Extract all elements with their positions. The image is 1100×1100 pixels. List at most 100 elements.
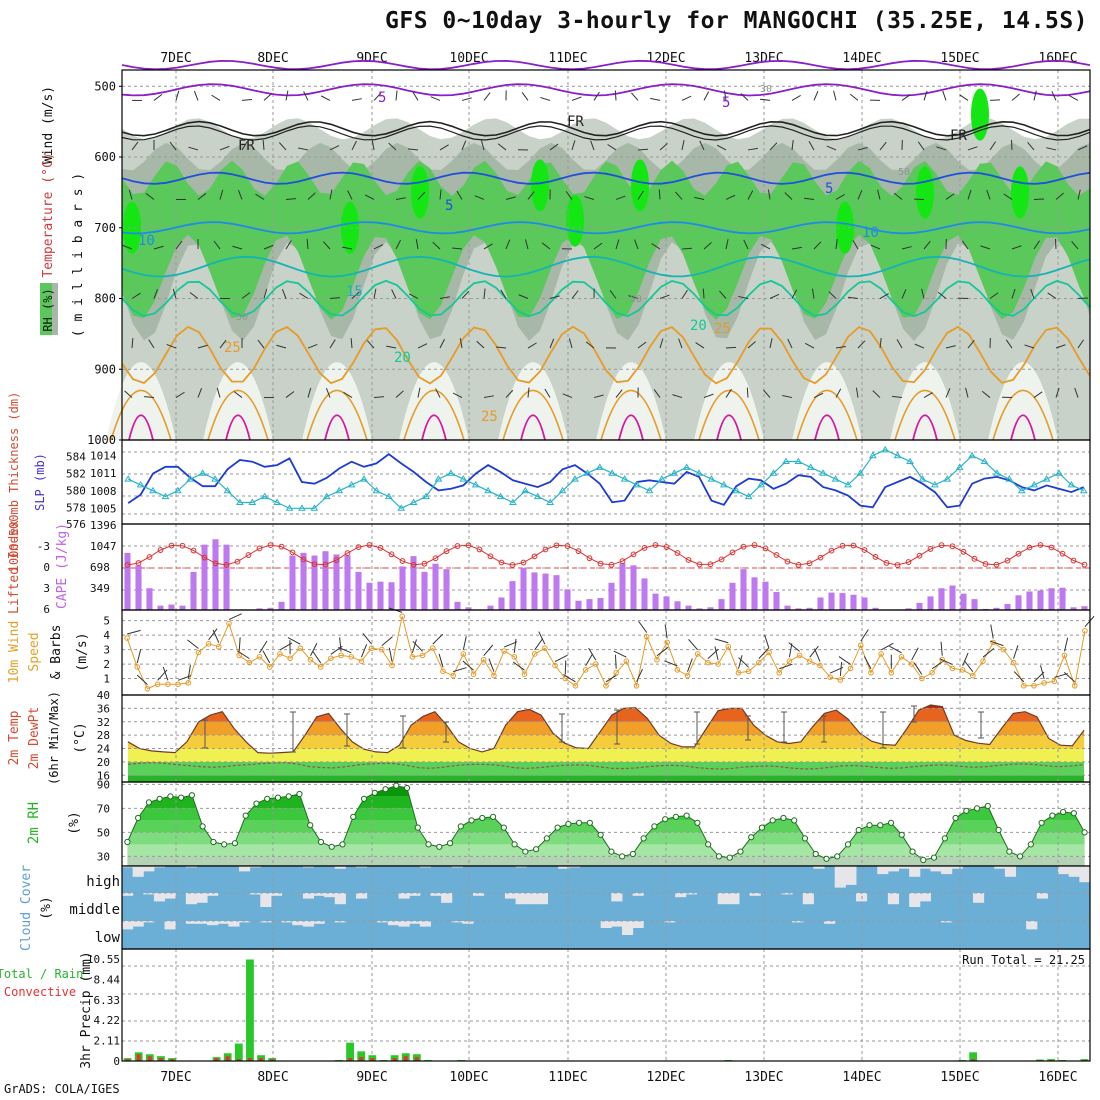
isotherm-30c-dome (421, 414, 447, 441)
wind-barb (651, 243, 661, 250)
wind-barb-10m (688, 639, 699, 651)
wind-barb-10m (605, 673, 619, 683)
wind-barb-10m (388, 647, 393, 662)
li-marker (608, 561, 615, 568)
cloud-clear-cell (1036, 893, 1048, 899)
wind-speed-marker (379, 646, 385, 653)
wind-barb (153, 245, 164, 250)
cape-bar (949, 585, 956, 610)
slp-ytick: 1014 (90, 450, 117, 463)
wind-barb (131, 292, 141, 299)
cape-axis-label: CAPE (J/kg) (55, 523, 70, 609)
wind-barb-10m (889, 645, 902, 654)
isotherm-30c-dome (814, 414, 840, 441)
wind-barb (325, 388, 331, 398)
wind-speed-marker (970, 672, 976, 679)
wind-speed-marker (806, 658, 813, 664)
slp-marker (223, 486, 232, 494)
wind-speed-marker (1051, 678, 1058, 685)
cape-bar (674, 601, 681, 610)
precip-convective-bar (158, 1058, 163, 1061)
isotherm-25c-dome (403, 389, 465, 441)
precip-legend-full: Total / Rain Convective (0, 0, 14, 1)
wind-barb-10m (512, 661, 525, 671)
wind-barb-10m (228, 613, 242, 621)
wind-barb (1055, 192, 1064, 200)
wind-barb-10m (381, 636, 393, 646)
cloud-clear-cell (877, 866, 889, 875)
wind-barb (281, 288, 287, 299)
wind-barb (122, 244, 133, 250)
wind-barb-10m (212, 629, 220, 643)
cape-bar (454, 601, 461, 610)
isotherm-5c (121, 171, 1091, 185)
thickness-ytick: 582 (66, 468, 86, 481)
wind-barb (544, 388, 551, 398)
wind-barb (892, 395, 903, 399)
wind-barb (637, 341, 647, 349)
wind-barb-10m (863, 656, 872, 669)
rh-marker (188, 792, 196, 799)
precip-convective-bar (370, 1058, 375, 1061)
isotherm-label: 15 (346, 284, 363, 300)
slp-marker (372, 486, 381, 494)
rh-marker (823, 855, 830, 862)
cape-ytick: 1047 (90, 540, 117, 553)
isotherm-freezing-1 (121, 120, 1091, 137)
wind-barb (1010, 139, 1013, 150)
slp-marker (682, 463, 691, 470)
rh-marker (167, 793, 174, 800)
isotherm-30c-dome (1010, 414, 1036, 441)
wind-barb (452, 392, 463, 398)
wind-speed-marker (542, 645, 548, 651)
wind-barb-10m (312, 651, 322, 664)
wind-barb (813, 91, 819, 101)
rh-shade-green (122, 160, 1090, 320)
wind-barb (787, 338, 793, 349)
wind-barb-10m (208, 628, 218, 641)
cloud-clear-cell (930, 866, 942, 872)
wind-barb (505, 239, 511, 250)
cape-bar (850, 594, 857, 610)
li-marker (520, 559, 527, 566)
wind-barb (607, 144, 617, 151)
cape-bar (146, 588, 153, 610)
isotherm-25c-dome (502, 389, 564, 441)
cloud-clear-cell (600, 921, 612, 928)
precip-convective-bar (414, 1057, 419, 1061)
date-label-top: 8DEC (257, 51, 288, 66)
rh-shade-bright (123, 201, 141, 254)
wind-speed-marker (1031, 682, 1037, 689)
rh-marker (522, 848, 529, 855)
wind-barb (347, 190, 353, 200)
wind-barb (699, 140, 705, 151)
precip-ytick: 8.44 (94, 973, 121, 986)
li-marker (1026, 544, 1033, 551)
precip-axis-label: 3hr Precip (mm) (79, 951, 94, 1068)
cape-bar (355, 571, 362, 610)
dewpt-line (128, 761, 1085, 770)
wind-barb (791, 246, 802, 250)
wind-speed-marker (623, 658, 630, 664)
wind-barb (417, 191, 426, 200)
wind-speed-marker (419, 652, 426, 659)
li-marker (432, 555, 439, 562)
slp-marker (819, 469, 828, 476)
wind-barb (725, 194, 736, 200)
wind-barb (285, 240, 292, 250)
cloud-clear-cell (398, 921, 410, 927)
wind-barb (1011, 93, 1020, 101)
wind-barb (615, 389, 623, 398)
rh-marker (1006, 848, 1013, 855)
cloud-clear-cell (260, 893, 272, 907)
precip-ytick: 10.55 (87, 953, 120, 966)
wind-barb (835, 345, 846, 349)
rh-marker (1038, 819, 1045, 826)
slp-marker (1030, 480, 1039, 488)
wind-speed-line (126, 616, 1086, 690)
wind-speed-marker (317, 664, 324, 670)
cloud-clear-cell (387, 921, 400, 926)
rh-shade-bright (916, 166, 934, 219)
wind-barb (329, 145, 340, 151)
isotherm-label: FR (567, 114, 584, 130)
